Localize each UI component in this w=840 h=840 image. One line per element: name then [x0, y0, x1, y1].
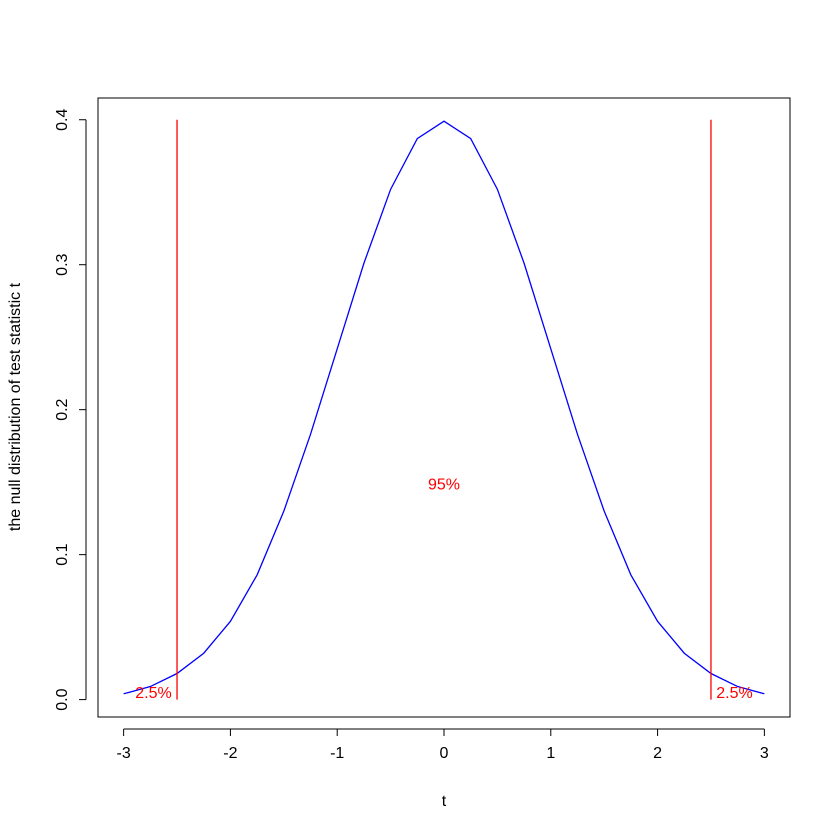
- annotation: 95%: [428, 476, 460, 493]
- y-axis-label: the null distribution of test statistic …: [7, 282, 24, 531]
- x-tick-label: 1: [546, 745, 555, 762]
- x-tick-label: -3: [117, 745, 131, 762]
- plot-box: [97, 97, 791, 718]
- x-tick-label: 2: [653, 745, 662, 762]
- x-tick-label: -1: [330, 745, 344, 762]
- annotation: 2.5%: [716, 685, 752, 702]
- y-tick-label: 0.1: [54, 543, 71, 565]
- y-tick-label: 0.4: [54, 109, 71, 131]
- x-axis-label: t: [442, 793, 447, 810]
- x-tick-label: -2: [223, 745, 237, 762]
- y-tick-label: 0.3: [54, 253, 71, 275]
- y-tick-label: 0.2: [54, 398, 71, 420]
- annotation: 2.5%: [135, 685, 171, 702]
- x-tick-label: 0: [440, 745, 449, 762]
- x-tick-label: 3: [760, 745, 769, 762]
- density-curve: [123, 120, 765, 695]
- y-tick-label: 0.0: [54, 688, 71, 710]
